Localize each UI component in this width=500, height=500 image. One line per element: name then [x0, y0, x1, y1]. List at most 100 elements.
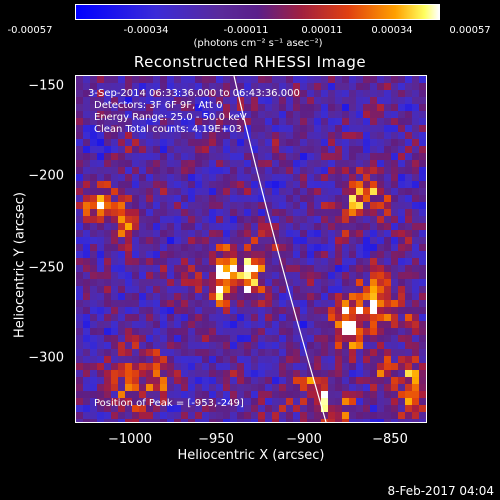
heatmap-cell: [405, 188, 412, 195]
heatmap-cell: [342, 111, 349, 118]
heatmap-cell: [209, 146, 216, 153]
heatmap-cell: [160, 83, 167, 90]
heatmap-cell: [412, 118, 419, 125]
heatmap-cell: [293, 398, 300, 405]
heatmap-cell: [139, 412, 146, 419]
heatmap-cell: [391, 293, 398, 300]
heatmap-cell: [265, 125, 272, 132]
heatmap-cell: [258, 363, 265, 370]
heatmap-cell: [258, 342, 265, 349]
heatmap-cell: [230, 83, 237, 90]
heatmap-cell: [174, 188, 181, 195]
heatmap-cell: [272, 314, 279, 321]
heatmap-cell: [377, 104, 384, 111]
heatmap-cell: [167, 167, 174, 174]
heatmap-cell: [314, 97, 321, 104]
heatmap-cell: [139, 293, 146, 300]
heatmap-cell: [132, 272, 139, 279]
heatmap-cell: [398, 370, 405, 377]
heatmap-cell: [370, 279, 377, 286]
heatmap-cell: [405, 104, 412, 111]
heatmap-cell: [405, 286, 412, 293]
heatmap-cell: [223, 202, 230, 209]
heatmap-cell: [293, 83, 300, 90]
heatmap-cell: [223, 90, 230, 97]
heatmap-cell: [307, 314, 314, 321]
heatmap-cell: [391, 118, 398, 125]
heatmap-cell: [405, 370, 412, 377]
heatmap-cell: [391, 342, 398, 349]
heatmap-cell: [405, 258, 412, 265]
heatmap-cell: [195, 286, 202, 293]
heatmap-cell: [300, 146, 307, 153]
heatmap-cell: [237, 307, 244, 314]
heatmap-cell: [139, 209, 146, 216]
heatmap-cell: [328, 342, 335, 349]
heatmap-cell: [405, 300, 412, 307]
heatmap-cell: [139, 286, 146, 293]
heatmap-cell: [181, 111, 188, 118]
heatmap-cell: [181, 167, 188, 174]
heatmap-cell: [258, 272, 265, 279]
heatmap-cell: [90, 258, 97, 265]
heatmap-cell: [384, 111, 391, 118]
heatmap-cell: [160, 307, 167, 314]
heatmap-cell: [293, 230, 300, 237]
heatmap-cell: [251, 104, 258, 111]
heatmap-cell: [132, 181, 139, 188]
heatmap-cell: [391, 384, 398, 391]
heatmap-cell: [237, 370, 244, 377]
heatmap-cell: [384, 349, 391, 356]
heatmap-cell: [188, 132, 195, 139]
heatmap-cell: [370, 265, 377, 272]
heatmap-cell: [328, 300, 335, 307]
heatmap-cell: [167, 223, 174, 230]
heatmap-cell: [342, 97, 349, 104]
heatmap-cell: [279, 90, 286, 97]
heatmap-cell: [160, 265, 167, 272]
heatmap-cell: [104, 272, 111, 279]
heatmap-cell: [209, 391, 216, 398]
heatmap-cell: [391, 314, 398, 321]
heatmap-cell: [377, 244, 384, 251]
heatmap-cell: [356, 258, 363, 265]
heatmap-cell: [419, 97, 426, 104]
heatmap-cell: [412, 251, 419, 258]
heatmap-cell: [412, 104, 419, 111]
heatmap-cell: [188, 391, 195, 398]
heatmap-cell: [377, 97, 384, 104]
heatmap-cell: [167, 307, 174, 314]
heatmap-cell: [405, 237, 412, 244]
heatmap-cell: [300, 223, 307, 230]
heatmap-cell: [384, 90, 391, 97]
heatmap-cell: [90, 174, 97, 181]
heatmap-cell: [293, 307, 300, 314]
heatmap-cell: [104, 286, 111, 293]
heatmap-cell: [419, 370, 426, 377]
heatmap-cell: [160, 76, 167, 83]
heatmap-cell: [118, 258, 125, 265]
heatmap-cell: [405, 230, 412, 237]
heatmap-cell: [286, 356, 293, 363]
heatmap-cell: [391, 412, 398, 419]
heatmap-cell: [286, 104, 293, 111]
heatmap-cell: [83, 279, 90, 286]
heatmap-cell: [223, 97, 230, 104]
heatmap-cell: [132, 209, 139, 216]
heatmap-cell: [181, 188, 188, 195]
heatmap-cell: [244, 188, 251, 195]
heatmap-cell: [160, 384, 167, 391]
heatmap-cell: [300, 188, 307, 195]
heatmap-cell: [251, 111, 258, 118]
heatmap-cell: [181, 244, 188, 251]
heatmap-cell: [286, 167, 293, 174]
heatmap-cell: [188, 363, 195, 370]
heatmap-cell: [202, 223, 209, 230]
heatmap-cell: [139, 76, 146, 83]
heatmap-cell: [328, 223, 335, 230]
heatmap-cell: [125, 307, 132, 314]
heatmap-cell: [230, 216, 237, 223]
heatmap-cell: [237, 174, 244, 181]
heatmap-cell: [202, 363, 209, 370]
colorbar-tick-label: 0.00057: [449, 25, 491, 36]
